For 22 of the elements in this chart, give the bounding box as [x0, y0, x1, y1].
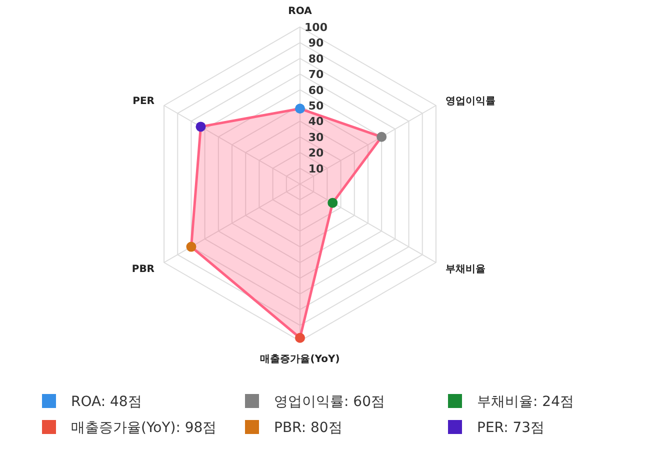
text: PBR: 80점 — [274, 420, 342, 436]
y-tick-label: 20 — [308, 146, 324, 160]
y-tick-label: 30 — [308, 130, 324, 144]
y-tick-label: 40 — [308, 115, 324, 128]
spoke-label: ROA — [288, 6, 312, 18]
text: 영업이익률: 60점 — [274, 394, 385, 410]
text: ROA: 48점 — [71, 394, 142, 410]
y-tick-label: 50 — [308, 100, 324, 112]
spoke-label: 영업이익률 — [445, 96, 496, 108]
y-tick-label: 100 — [304, 21, 328, 34]
text: PER: 73점 — [477, 420, 545, 436]
y-tick-label: 70 — [308, 68, 324, 82]
spoke-label: PER — [132, 96, 155, 108]
text: 부채비율: 24점 — [477, 394, 574, 410]
spoke-label: 매출증가율(YoY) — [260, 354, 340, 365]
text: 매출증가율(YoY): 98점 — [71, 420, 217, 436]
y-tick-label: 90 — [308, 36, 324, 50]
y-tick-label: 80 — [308, 52, 324, 66]
y-tick-label: 60 — [308, 84, 324, 97]
spoke-label: 부채비율 — [445, 264, 486, 275]
y-tick-label: 10 — [308, 162, 324, 176]
spoke-label: PBR — [132, 264, 155, 275]
